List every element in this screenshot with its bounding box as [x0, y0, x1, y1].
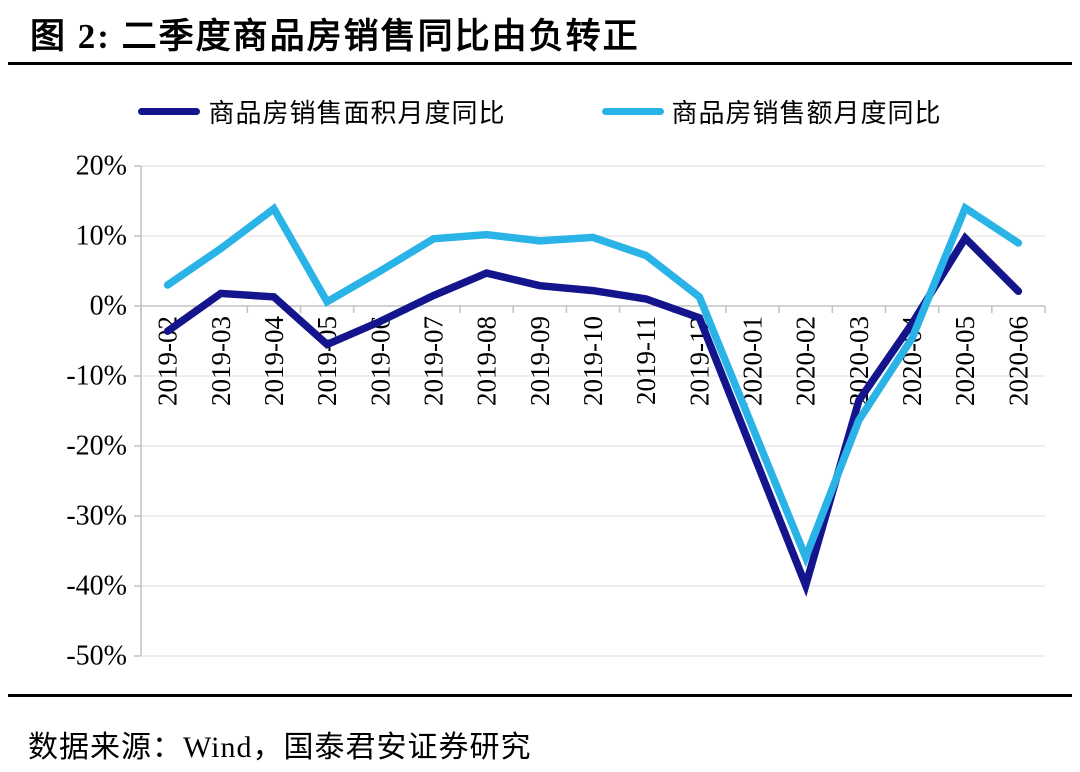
chart-legend: 商品房销售面积月度同比 商品房销售额月度同比	[0, 94, 1080, 128]
x-axis-label: 2019-09	[525, 316, 555, 406]
y-axis-label: -30%	[66, 501, 127, 532]
y-axis-label: -50%	[66, 641, 127, 672]
legend-label: 商品房销售额月度同比	[671, 98, 942, 128]
x-axis-label: 2019-08	[472, 316, 502, 406]
legend-item-sales-value: 商品房销售额月度同比	[601, 93, 942, 130]
series-line-sales-value	[163, 202, 1023, 568]
page-title: 图 2: 二季度商品房销售同比由负转正	[30, 17, 640, 56]
x-axis-label: 2019-11	[631, 316, 661, 405]
x-axis-label: 2020-03	[844, 316, 874, 406]
legend-label: 商品房销售面积月度同比	[208, 98, 506, 128]
x-axis-label: 2019-05	[312, 316, 342, 406]
y-axis-label: 0%	[90, 291, 127, 322]
data-source-note: 数据来源：Wind，国泰君安证券研究	[28, 731, 532, 764]
series-line-sales-area	[163, 232, 1023, 597]
x-axis-label: 2019-03	[206, 316, 236, 406]
x-axis-label: 2020-05	[950, 316, 980, 406]
legend-item-sales-area: 商品房销售面积月度同比	[138, 93, 505, 130]
y-axis-label: -40%	[66, 571, 127, 602]
y-axis-label: 10%	[76, 221, 127, 252]
y-axis-label: -10%	[66, 361, 127, 392]
footer-divider	[8, 694, 1072, 697]
x-axis-label: 2019-10	[578, 316, 608, 406]
legend-line-swatch	[601, 107, 664, 115]
x-axis-label: 2020-01	[738, 316, 768, 406]
x-axis-label: 2019-04	[259, 316, 289, 406]
x-axis-label: 2020-06	[1003, 316, 1033, 406]
x-axis-label: 2020-02	[791, 316, 821, 406]
x-axis-label: 2019-07	[418, 316, 448, 406]
legend-line-swatch	[138, 107, 201, 115]
y-axis-label: 20%	[76, 151, 127, 182]
y-axis-label: -20%	[66, 431, 127, 462]
x-axis-label: 2019-06	[365, 316, 395, 406]
title-divider	[8, 62, 1072, 65]
